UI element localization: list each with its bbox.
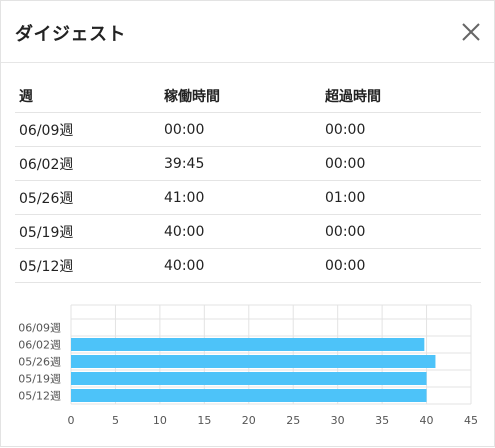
bar	[71, 372, 427, 385]
x-tick-label: 40	[420, 414, 434, 427]
cell-week: 05/26週	[15, 180, 160, 215]
table-row: 05/19週 40:00 00:00	[15, 214, 481, 249]
close-button[interactable]	[460, 21, 482, 43]
cell-week: 05/12週	[15, 248, 160, 283]
cell-working-hours: 00:00	[160, 112, 321, 147]
column-header-week: 週	[15, 79, 160, 113]
cell-week: 06/02週	[15, 146, 160, 181]
cell-working-hours: 39:45	[160, 146, 321, 181]
x-tick-label: 30	[331, 414, 345, 427]
x-tick-label: 45	[464, 414, 478, 427]
x-tick-label: 25	[286, 414, 300, 427]
cell-overtime: 00:00	[321, 214, 481, 249]
cell-working-hours: 41:00	[160, 180, 321, 215]
bar	[71, 355, 436, 368]
dialog-header: ダイジェスト	[1, 1, 494, 63]
column-header-overtime: 超過時間	[321, 79, 481, 113]
table-row: 06/02週 39:45 00:00	[15, 146, 481, 181]
x-tick-label: 5	[112, 414, 119, 427]
y-category-label: 06/02週	[18, 339, 61, 352]
cell-overtime: 00:00	[321, 112, 481, 147]
cell-overtime: 01:00	[321, 180, 481, 215]
x-tick-label: 15	[197, 414, 211, 427]
bar	[71, 389, 427, 402]
bar	[71, 338, 425, 351]
weekly-hours-bar-chart: 0 5 10 15 20 25 30 35 40 45 06/09週 06/02週 05/26週 05/1…	[18, 304, 478, 427]
x-tick-label: 20	[242, 414, 256, 427]
table-header-row: 週 稼働時間 超過時間	[15, 79, 481, 113]
table-row: 06/09週 00:00 00:00	[15, 112, 481, 147]
cell-overtime: 00:00	[321, 146, 481, 181]
x-tick-label: 35	[375, 414, 389, 427]
y-category-label: 06/09週	[18, 322, 61, 335]
x-tick-label: 0	[68, 414, 75, 427]
cell-working-hours: 40:00	[160, 214, 321, 249]
cell-week: 06/09週	[15, 112, 160, 147]
cell-week: 05/19週	[15, 214, 160, 249]
x-tick-label: 10	[153, 414, 167, 427]
cell-working-hours: 40:00	[160, 248, 321, 283]
y-category-label: 05/19週	[18, 373, 61, 386]
cell-overtime: 00:00	[321, 248, 481, 283]
y-category-label: 05/12週	[18, 390, 61, 403]
close-icon[interactable]	[460, 21, 482, 43]
digest-table: 週 稼働時間 超過時間 06/09週 00:00 00:00 06/02週 39…	[15, 79, 481, 283]
y-category-label: 05/26週	[18, 356, 61, 369]
column-header-working-hours: 稼働時間	[160, 79, 321, 113]
dialog-title: ダイジェスト	[15, 24, 126, 45]
table-row: 05/12週 40:00 00:00	[15, 248, 481, 283]
table-row: 05/26週 41:00 01:00	[15, 180, 481, 215]
